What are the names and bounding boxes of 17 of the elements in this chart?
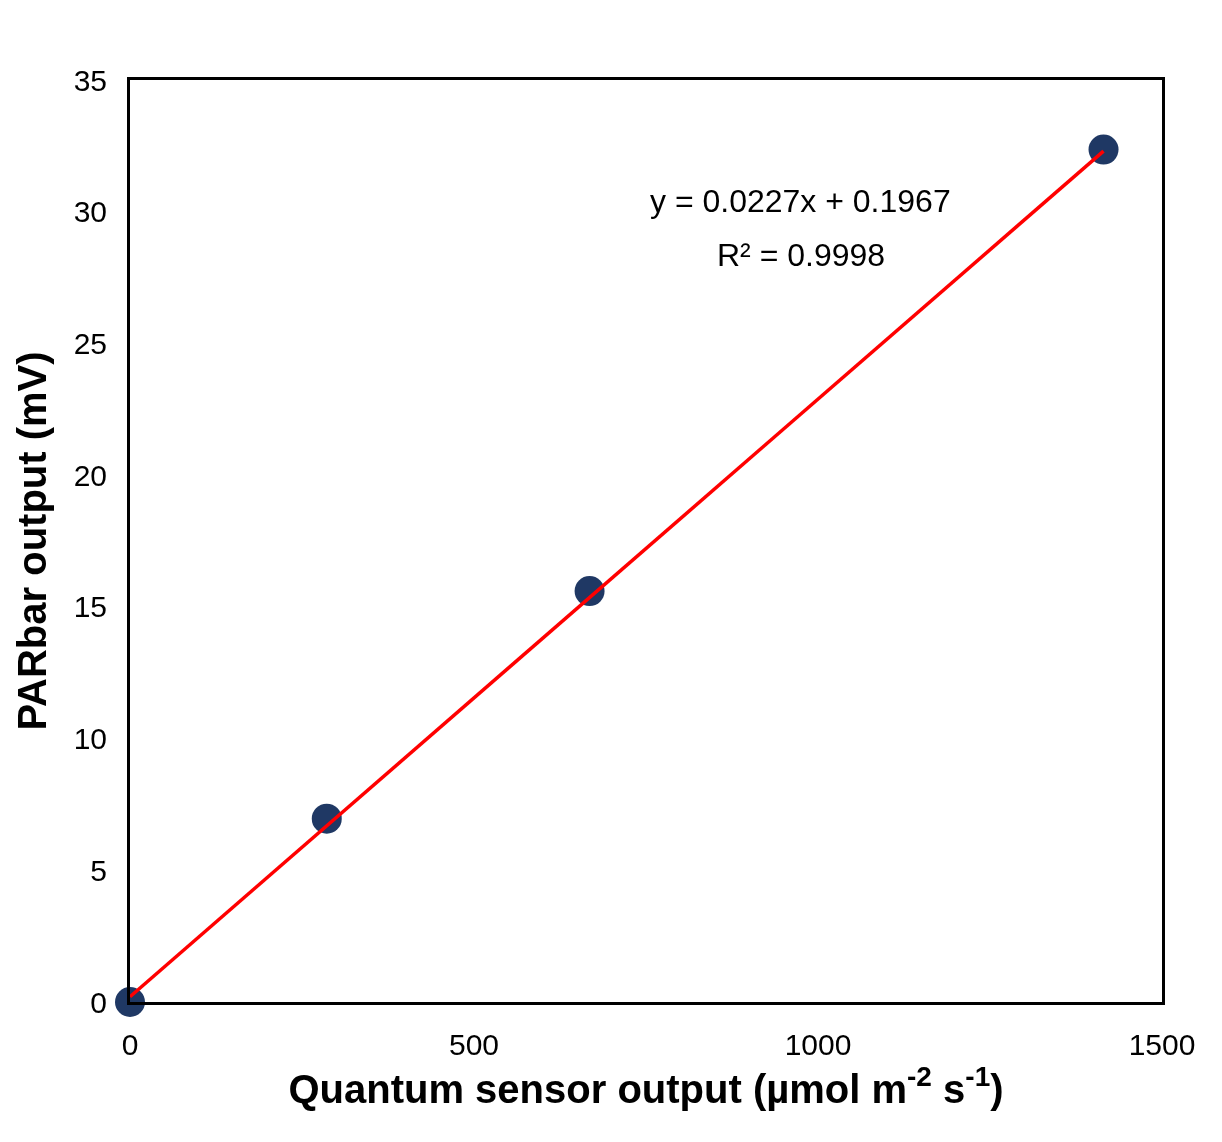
point — [1088, 134, 1119, 165]
y-tick-label: 20 — [73, 458, 107, 492]
x-tick-label: 1500 — [1128, 1028, 1196, 1061]
y-tick-label: 35 — [73, 63, 107, 97]
y-tick-label: 30 — [73, 195, 107, 229]
annotation: y = 0.0227x + 0.1967 — [650, 183, 951, 219]
y-tick-label: 0 — [90, 985, 107, 1019]
y-tick-label: 15 — [73, 590, 107, 624]
y-tick-label: 25 — [73, 326, 107, 360]
y-axis-title: PARbar output (mV) — [10, 351, 55, 731]
y-tick-label: 10 — [73, 722, 107, 756]
x-tick-label: 1000 — [784, 1028, 852, 1061]
annotation: R² = 0.9998 — [717, 237, 886, 273]
y-tick-label: 5 — [90, 853, 107, 887]
x-tick-label: 0 — [121, 1028, 139, 1061]
x-tick-label: 500 — [448, 1028, 500, 1061]
x-axis-title: Quantum sensor output (µmol m$^{-2}$ s$^{-1}$) — [288, 1061, 1004, 1111]
